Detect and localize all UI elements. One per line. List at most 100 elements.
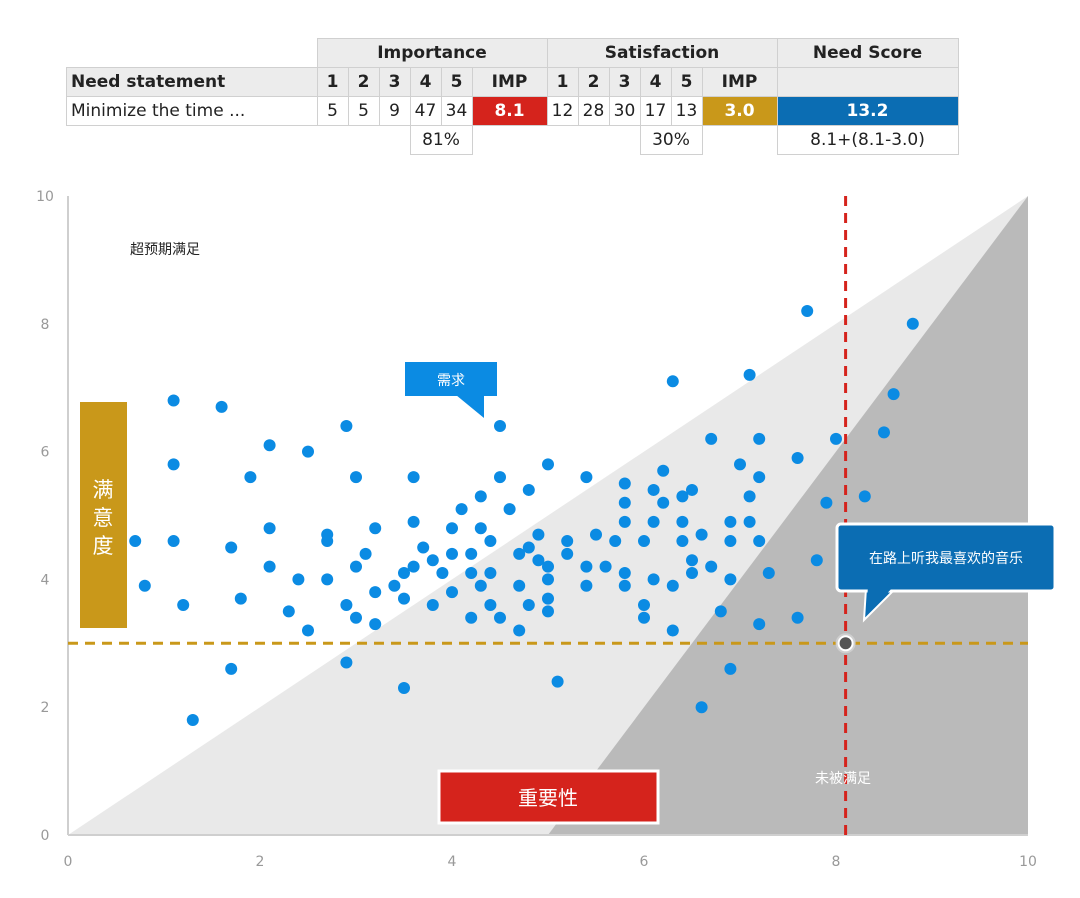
data-point bbox=[561, 547, 574, 560]
data-point bbox=[417, 541, 430, 554]
data-point bbox=[762, 567, 775, 580]
data-point bbox=[647, 573, 660, 586]
data-point bbox=[724, 573, 737, 586]
data-point bbox=[484, 535, 497, 548]
data-point bbox=[359, 547, 372, 560]
data-point bbox=[292, 573, 305, 586]
data-point bbox=[791, 611, 804, 624]
importance-col-2: 2 bbox=[347, 67, 380, 97]
data-point bbox=[436, 567, 449, 580]
data-point bbox=[705, 560, 718, 573]
data-point bbox=[263, 439, 276, 452]
data-point bbox=[340, 420, 353, 433]
data-point bbox=[225, 662, 238, 675]
data-point bbox=[465, 547, 478, 560]
data-point bbox=[321, 573, 334, 586]
data-point bbox=[513, 624, 526, 637]
data-point bbox=[340, 598, 353, 611]
data-point bbox=[503, 503, 516, 516]
data-point bbox=[753, 432, 766, 445]
y-tick-label: 0 bbox=[41, 828, 50, 844]
satisfaction-col-4: 4 bbox=[639, 67, 672, 97]
data-point bbox=[484, 567, 497, 580]
data-point bbox=[494, 420, 506, 433]
x-tick-label: 8 bbox=[832, 854, 841, 870]
data-point bbox=[580, 471, 593, 484]
data-point bbox=[801, 305, 814, 318]
data-point bbox=[167, 535, 180, 548]
dark-triangle-region bbox=[548, 196, 1028, 835]
data-point bbox=[494, 471, 506, 484]
satisfaction-col-5: 5 bbox=[670, 67, 703, 97]
highlight-callout-pointer-fill bbox=[866, 586, 894, 616]
satisfaction-imp-value: 3.0 bbox=[701, 96, 778, 126]
data-point bbox=[561, 535, 574, 548]
data-point bbox=[167, 394, 180, 407]
x-tick-label: 2 bbox=[256, 854, 265, 870]
satisfaction-col-imp: IMP bbox=[701, 67, 778, 97]
data-point bbox=[791, 451, 804, 464]
data-point bbox=[590, 528, 602, 541]
data-point bbox=[484, 598, 497, 611]
data-point bbox=[666, 579, 679, 592]
data-point bbox=[465, 567, 478, 580]
data-point bbox=[743, 490, 756, 503]
data-point bbox=[638, 598, 650, 611]
data-point bbox=[532, 554, 545, 567]
satisfaction-top2-cell: 30% bbox=[639, 125, 703, 155]
data-point bbox=[350, 471, 362, 484]
data-point bbox=[398, 682, 410, 695]
data-point bbox=[234, 592, 247, 605]
need-callout-label: 需求 bbox=[437, 373, 465, 389]
satisfaction-col-1: 1 bbox=[546, 67, 579, 97]
data-point bbox=[186, 713, 199, 726]
group-header-row: Importance Satisfaction Need Score bbox=[67, 38, 959, 68]
data-point bbox=[599, 560, 612, 573]
data-point bbox=[724, 535, 737, 548]
data-point bbox=[666, 375, 679, 388]
importance-imp-value: 8.1 bbox=[471, 96, 548, 126]
data-point bbox=[887, 388, 900, 401]
data-point bbox=[138, 579, 151, 592]
data-point bbox=[542, 458, 554, 471]
importance-col-3: 3 bbox=[378, 67, 411, 97]
data-point bbox=[638, 535, 650, 548]
data-point bbox=[369, 586, 382, 599]
data-point bbox=[609, 535, 622, 548]
data-point bbox=[350, 560, 362, 573]
data-point bbox=[743, 515, 756, 528]
data-point bbox=[263, 560, 276, 573]
x-tick-label: 10 bbox=[1019, 854, 1037, 870]
data-point bbox=[513, 579, 526, 592]
data-point bbox=[215, 400, 228, 413]
data-point bbox=[686, 483, 698, 496]
data-point bbox=[618, 579, 631, 592]
data-point bbox=[820, 496, 833, 509]
data-point bbox=[494, 611, 506, 624]
data-point bbox=[551, 675, 564, 688]
x-tick-label: 0 bbox=[64, 854, 73, 870]
data-point bbox=[753, 618, 766, 631]
satisfaction-col-3: 3 bbox=[608, 67, 641, 97]
satisfaction-axis-char: 意 bbox=[93, 506, 114, 530]
importance-top2-cell: 81% bbox=[409, 125, 473, 155]
data-point bbox=[906, 317, 919, 330]
data-point bbox=[407, 515, 420, 528]
over-satisfied-label: 超预期满足 bbox=[130, 242, 200, 258]
need-score-col bbox=[776, 67, 959, 97]
data-point bbox=[302, 445, 314, 458]
data-point bbox=[580, 560, 593, 573]
data-point bbox=[244, 471, 257, 484]
data-point bbox=[676, 535, 689, 548]
data-point bbox=[666, 624, 679, 637]
data-point bbox=[724, 515, 737, 528]
highlight-point bbox=[839, 637, 852, 650]
data-point bbox=[734, 458, 746, 471]
importance-cell: 5 bbox=[347, 96, 380, 126]
data-point bbox=[878, 426, 890, 439]
importance-cell: 5 bbox=[316, 96, 349, 126]
data-point bbox=[455, 503, 468, 516]
data-point bbox=[177, 598, 190, 611]
table-row: Minimize the time ... 5 5 9 47 34 8.1 12… bbox=[66, 96, 959, 126]
